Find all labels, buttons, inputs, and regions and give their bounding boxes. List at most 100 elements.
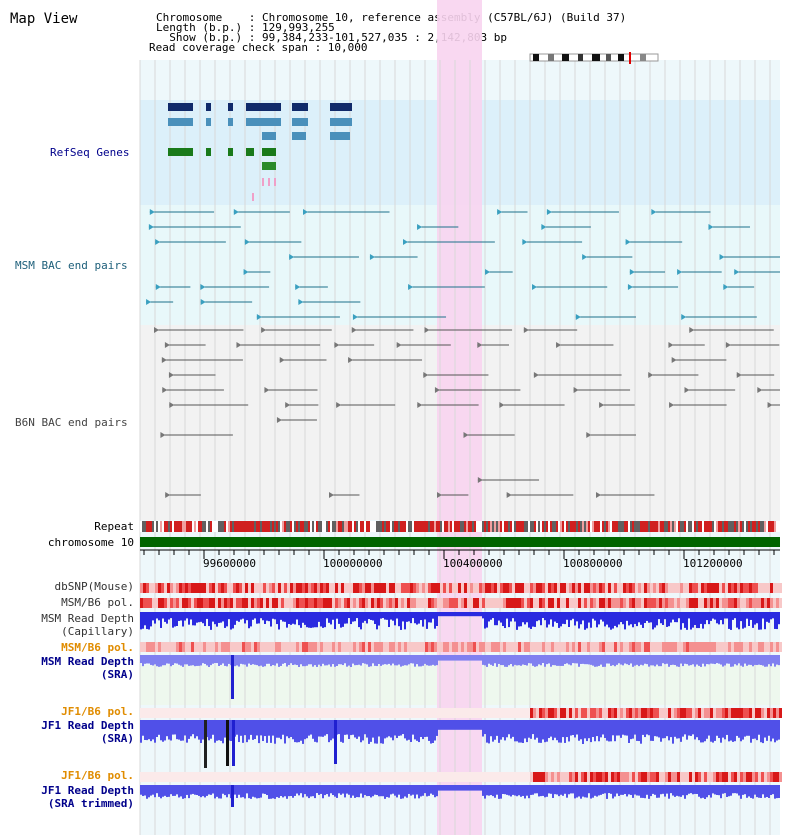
depth-bar xyxy=(384,612,386,620)
depth-bar xyxy=(458,785,460,791)
depth-bar xyxy=(336,785,338,798)
heatmap-cell xyxy=(314,642,317,652)
repeat-block xyxy=(406,521,408,532)
heatmap-cell xyxy=(347,642,350,652)
depth-bar xyxy=(580,612,582,625)
depth-bar xyxy=(606,612,608,625)
depth-bar xyxy=(328,720,330,743)
depth-bar xyxy=(606,720,608,741)
track-label-jf1-depth-sra[interactable]: JF1 Read Depth xyxy=(41,719,134,732)
bac-end-marker xyxy=(463,432,469,438)
depth-bar xyxy=(366,612,368,624)
heatmap-cell xyxy=(545,642,548,652)
track-label-repeat[interactable]: Repeat xyxy=(94,520,134,533)
track-label-b6n-bac[interactable]: B6N BAC end pairs xyxy=(15,416,128,429)
repeat-track[interactable] xyxy=(140,521,780,532)
depth-bar xyxy=(608,720,610,742)
depth-bar xyxy=(252,655,254,665)
polymorphism-heatmaps[interactable] xyxy=(140,583,782,782)
heatmap-cell xyxy=(746,772,749,782)
depth-bar xyxy=(456,720,458,730)
repeat-block xyxy=(306,521,308,532)
track-label-jf1-b6-pol[interactable]: JF1/B6 pol. xyxy=(61,705,134,718)
heatmap-cell xyxy=(665,583,668,593)
heatmap-cell xyxy=(695,583,698,593)
read-depth-tracks[interactable] xyxy=(140,612,780,807)
repeat-block xyxy=(150,521,152,532)
depth-bar xyxy=(516,612,518,630)
track-label-refseq[interactable]: RefSeq Genes xyxy=(50,146,130,159)
heatmap-cell xyxy=(143,598,146,608)
selected-region-highlight[interactable] xyxy=(437,0,482,835)
depth-bar xyxy=(642,720,644,735)
track-label-dbsnp[interactable]: dbSNP(Mouse) xyxy=(54,580,134,593)
heatmap-cell xyxy=(650,642,653,652)
heatmap-cell xyxy=(572,772,575,782)
heatmap-cell xyxy=(155,598,158,608)
depth-bar xyxy=(700,785,702,799)
depth-bar xyxy=(282,720,284,735)
depth-bar xyxy=(764,720,766,738)
track-label-msm-b6-pol-2[interactable]: MSM/B6 pol. xyxy=(61,641,134,654)
track-label-jf1-b6-pol-2[interactable]: JF1/B6 pol. xyxy=(61,769,134,782)
bac-end-marker xyxy=(285,402,291,408)
depth-bar xyxy=(670,655,672,666)
repeat-block xyxy=(756,521,758,532)
gene-feature xyxy=(330,118,352,126)
depth-bar xyxy=(538,785,540,797)
depth-bar xyxy=(478,720,480,730)
depth-bar xyxy=(702,655,704,664)
track-label-msm-b6-pol[interactable]: MSM/B6 pol. xyxy=(61,596,134,609)
heatmap-cell xyxy=(449,642,452,652)
depth-bar xyxy=(380,720,382,744)
ideogram-position-marker xyxy=(629,52,631,64)
depth-bar xyxy=(594,612,596,621)
track-label-msm-depth-sra[interactable]: MSM Read Depth xyxy=(41,655,134,668)
track-label-msm-depth-capillary[interactable]: MSM Read Depth xyxy=(41,612,134,625)
heatmap-cell xyxy=(737,642,740,652)
heatmap-cell xyxy=(365,598,368,608)
depth-bar xyxy=(416,785,418,795)
heatmap-cell xyxy=(602,708,605,718)
repeat-block xyxy=(482,521,484,532)
track-label-jf1-depth-trimmed[interactable]: JF1 Read Depth xyxy=(41,784,134,797)
depth-bar xyxy=(178,720,180,740)
depth-bar xyxy=(574,785,576,799)
depth-bar xyxy=(416,655,418,665)
heatmap-cell xyxy=(644,772,647,782)
depth-bar xyxy=(246,785,248,794)
depth-bar xyxy=(632,655,634,667)
depth-bar xyxy=(202,655,204,664)
b6n-bac-track[interactable] xyxy=(154,327,780,498)
depth-bar xyxy=(556,785,558,795)
depth-bar xyxy=(756,785,758,798)
repeat-block xyxy=(592,521,594,532)
depth-bar xyxy=(450,720,452,730)
heatmap-cell xyxy=(218,708,221,718)
depth-bar xyxy=(444,612,446,617)
heatmap-cell xyxy=(347,583,350,593)
repeat-block xyxy=(518,521,520,532)
depth-bar xyxy=(628,655,630,666)
depth-bar xyxy=(314,785,316,799)
refseq-genes-track[interactable] xyxy=(168,103,352,201)
chromosome-ideogram[interactable] xyxy=(529,52,659,64)
track-label-msm-bac[interactable]: MSM BAC end pairs xyxy=(15,259,128,272)
heatmap-cell xyxy=(599,772,602,782)
depth-bar xyxy=(284,720,286,744)
msm-bac-track[interactable] xyxy=(146,209,780,320)
heatmap-cell xyxy=(173,772,176,782)
heatmap-cell xyxy=(464,598,467,608)
depth-bar xyxy=(258,612,260,624)
repeat-block xyxy=(626,521,628,532)
depth-bar xyxy=(316,612,318,628)
depth-bar xyxy=(274,655,276,666)
heatmap-cell xyxy=(401,772,404,782)
depth-bar xyxy=(244,785,246,799)
heatmap-cell xyxy=(770,642,773,652)
depth-bar xyxy=(722,785,724,794)
depth-bar xyxy=(446,785,448,791)
heatmap-cell xyxy=(761,598,764,608)
repeat-block xyxy=(172,521,174,532)
